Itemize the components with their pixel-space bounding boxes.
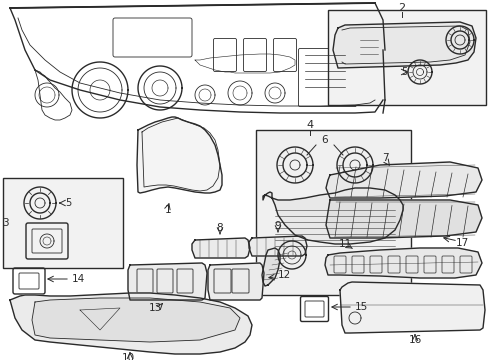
Polygon shape — [32, 298, 240, 342]
Polygon shape — [325, 162, 481, 198]
Polygon shape — [207, 263, 264, 300]
Polygon shape — [192, 238, 249, 258]
Text: 4: 4 — [306, 120, 313, 130]
Bar — [3, 178, 123, 268]
Polygon shape — [263, 188, 402, 244]
Bar — [256, 130, 410, 295]
Text: 16: 16 — [407, 335, 421, 345]
Polygon shape — [248, 236, 306, 256]
Text: 15: 15 — [354, 302, 367, 312]
Polygon shape — [128, 263, 206, 300]
Polygon shape — [325, 248, 481, 278]
Text: 13: 13 — [148, 303, 162, 313]
Text: 12: 12 — [278, 270, 291, 280]
Text: 17: 17 — [454, 238, 468, 248]
Text: 6: 6 — [321, 135, 327, 145]
Text: 10: 10 — [121, 353, 134, 360]
Text: 11: 11 — [338, 239, 351, 249]
Text: 9: 9 — [274, 221, 281, 231]
Polygon shape — [339, 282, 484, 333]
Text: 7: 7 — [381, 153, 387, 163]
Text: 2: 2 — [398, 3, 405, 13]
Polygon shape — [332, 22, 475, 68]
Polygon shape — [262, 248, 280, 286]
Polygon shape — [137, 117, 222, 193]
Text: 14: 14 — [72, 274, 85, 284]
Bar — [327, 10, 485, 105]
Text: 5: 5 — [65, 198, 71, 208]
Polygon shape — [10, 293, 251, 354]
Text: 8: 8 — [216, 223, 223, 233]
Text: 5: 5 — [400, 67, 406, 77]
Text: 1: 1 — [164, 205, 171, 215]
Text: 3: 3 — [1, 218, 8, 228]
Polygon shape — [325, 200, 481, 238]
